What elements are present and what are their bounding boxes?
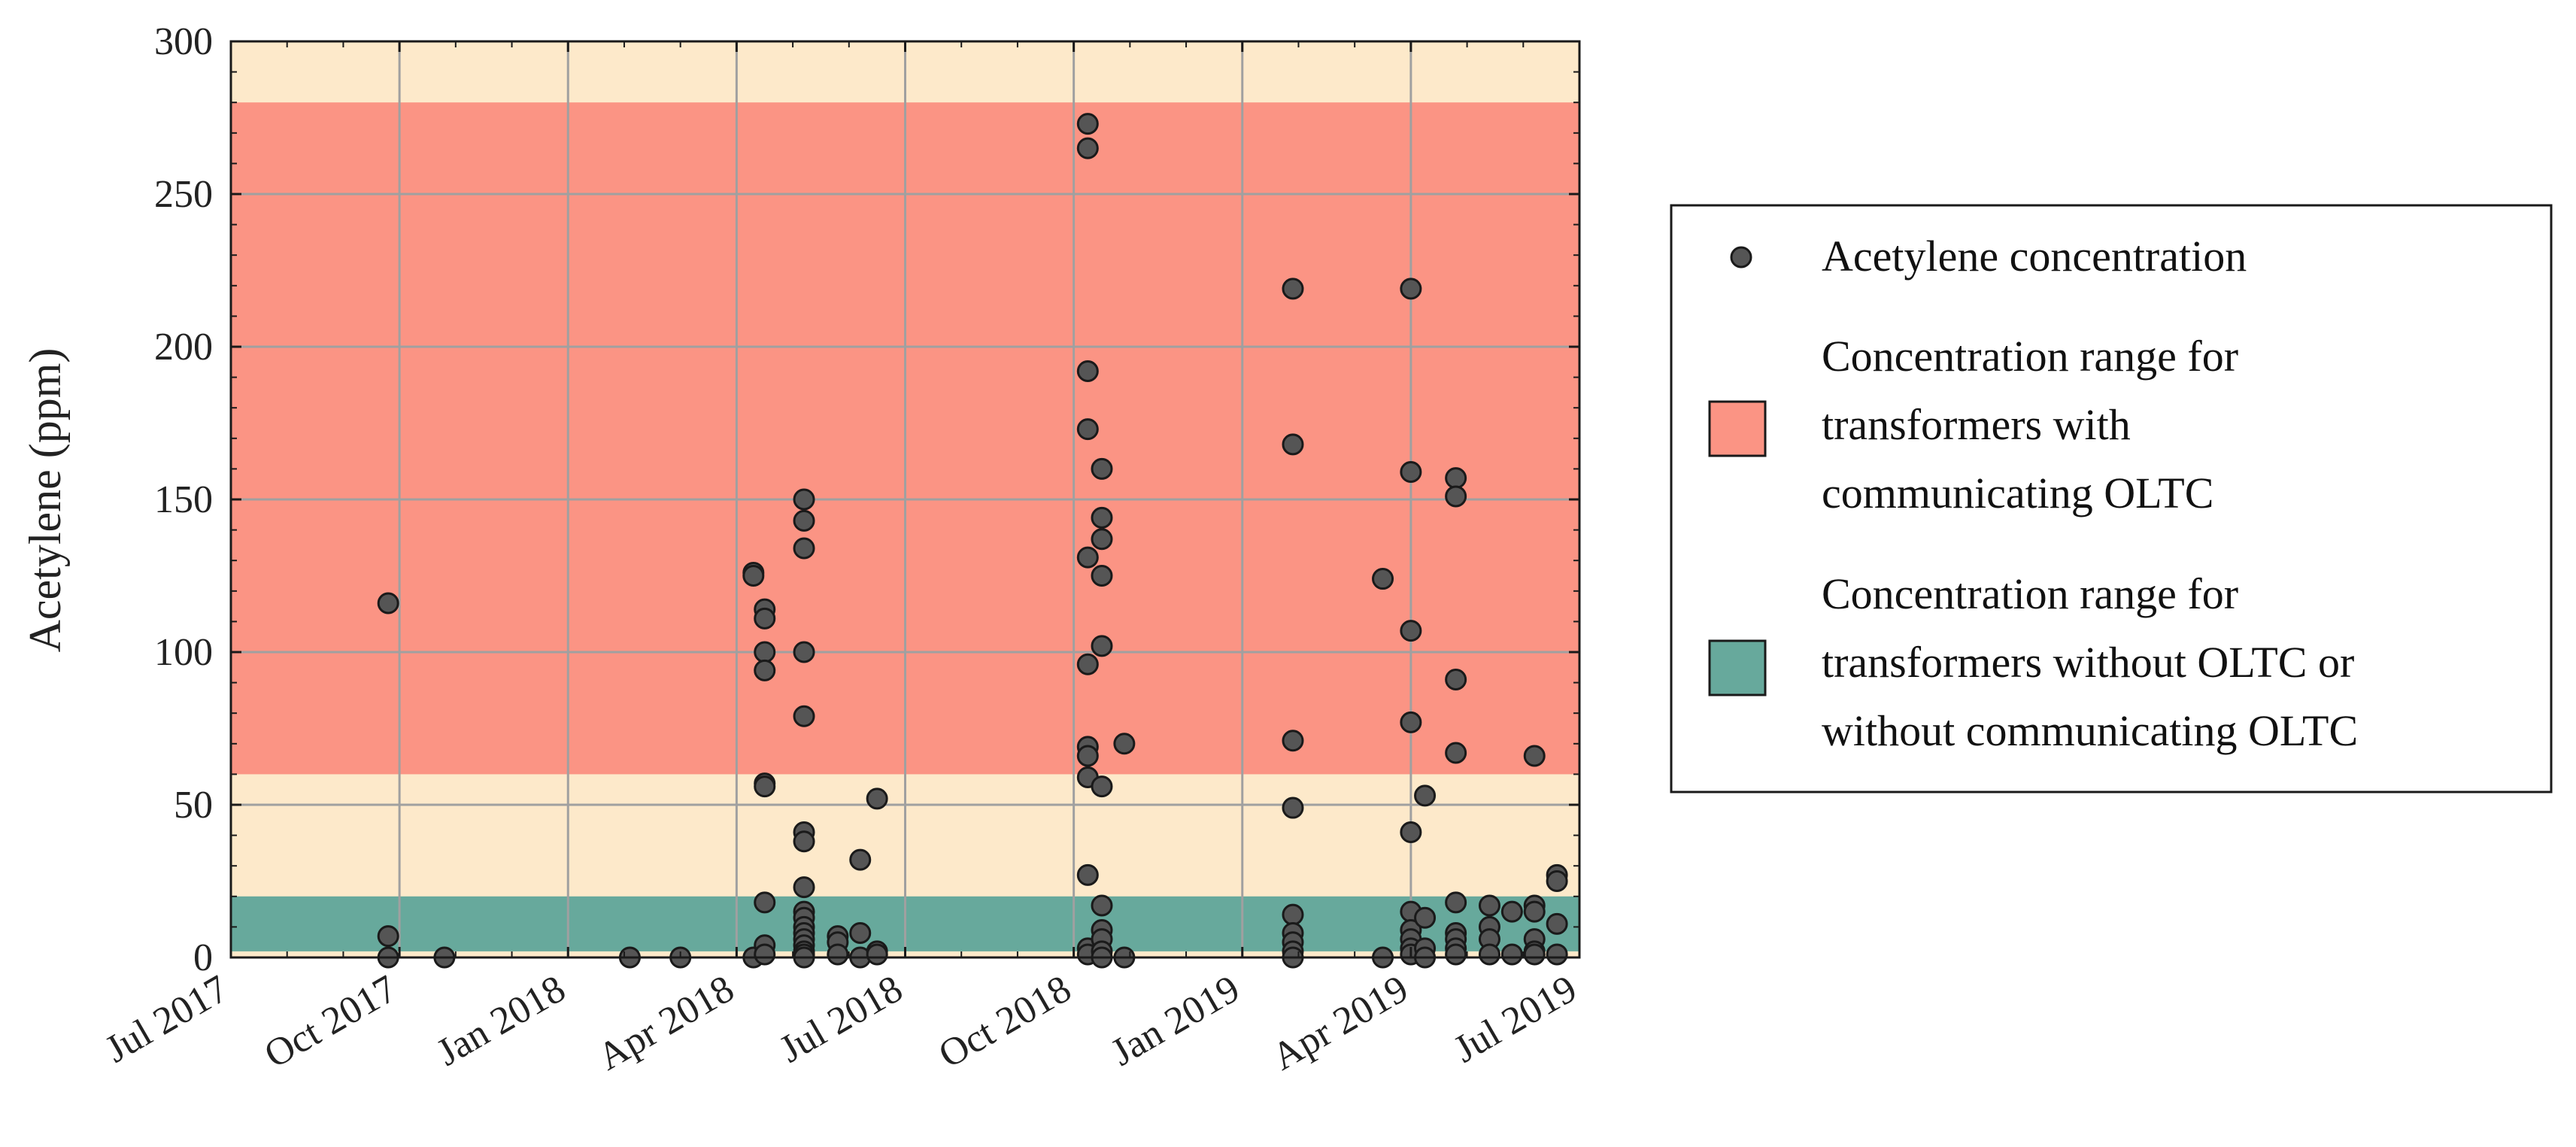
y-tick-label: 100 [154,631,213,674]
data-point [1076,360,1099,382]
data-point [1445,943,1467,966]
data-point [1523,943,1546,966]
data-point [1546,943,1568,966]
data-point [793,705,815,727]
data-point [1076,546,1099,569]
data-point [1076,418,1099,441]
legend-label-with-oltc-line2: transformers with [1822,400,2131,449]
y-tick-label: 50 [174,784,213,827]
legend-marker-acetylene [1730,246,1752,269]
data-point [1091,528,1113,551]
legend-label-acetylene: Acetylene concentration [1822,232,2247,281]
data-point [1478,943,1500,966]
data-point [1445,467,1467,490]
legend-label-without-oltc-line2: transformers without OLTC or [1822,638,2354,687]
data-point [1091,457,1113,480]
data-point [1076,745,1099,767]
data-point [866,787,888,810]
data-point [866,943,888,966]
data-point [1478,894,1500,917]
data-point [754,943,776,966]
data-point [1076,863,1099,886]
data-point [1400,278,1422,300]
x-tick-label: Oct 2018 [932,967,1079,1076]
x-tick-label: Apr 2018 [591,967,742,1079]
data-point [742,565,765,587]
data-point [1445,891,1467,914]
data-point [1282,903,1304,926]
data-point [1400,821,1422,844]
legend-label-without-oltc-line3: without communicating OLTC [1822,706,2358,755]
x-tick-label: Jul 2018 [772,967,909,1071]
legend-label-without-oltc-line1: Concentration range for [1822,569,2238,618]
data-point [1091,506,1113,529]
data-point [1091,635,1113,657]
data-point [1076,653,1099,675]
y-axis-title: Acetylene (ppm) [20,348,70,653]
data-point [1091,894,1113,917]
data-point [754,607,776,630]
legend-swatch-with-oltc [1708,400,1767,457]
y-tick-label: 200 [154,326,213,369]
data-point [754,659,776,681]
data-point [1414,784,1437,807]
data-point [1523,900,1546,923]
x-tick-label: Jan 2019 [1104,967,1247,1075]
data-point [1282,278,1304,300]
data-point [849,848,872,871]
legend-label-with-oltc-line1: Concentration range for [1822,332,2238,381]
legend-label-with-oltc-line3: communicating OLTC [1822,469,2213,517]
data-point [377,925,399,948]
data-point [1400,460,1422,483]
data-point [1445,485,1467,508]
y-tick-label: 0 [193,936,213,979]
data-point [377,592,399,614]
data-point [1546,912,1568,935]
legend-swatch-without-oltc [1708,639,1767,696]
plot-area [229,40,1581,969]
data-point [793,537,815,560]
x-tick-label: Apr 2019 [1265,967,1415,1079]
y-tick-label: 150 [154,478,213,521]
data-point [1400,711,1422,733]
data-point [793,509,815,532]
data-point [1500,900,1523,923]
data-point [1076,137,1099,159]
data-point [754,891,776,914]
data-point [1445,669,1467,691]
data-point [849,922,872,945]
data-point [793,876,815,899]
x-tick-label: Jul 2017 [99,967,235,1071]
data-point [1500,943,1523,966]
data-point [1113,733,1136,755]
y-tick-label: 250 [154,173,213,216]
data-point [1523,745,1546,767]
legend: Acetylene concentration Concentration ra… [1670,204,2553,793]
x-tick-label: Jul 2019 [1447,967,1584,1071]
data-point [1091,565,1113,587]
data-point [1445,742,1467,764]
data-point [793,641,815,663]
data-point [1282,433,1304,456]
legend-frame [1670,204,2553,793]
y-tick-label: 300 [154,20,213,63]
data-point [1414,906,1437,929]
data-point [1546,870,1568,892]
data-point [754,775,776,798]
data-point [827,943,849,966]
data-point [1282,797,1304,819]
x-tick-label: Oct 2017 [257,967,404,1076]
data-point [1282,730,1304,752]
data-point [1400,620,1422,642]
data-point [1372,568,1394,590]
data-point [1076,113,1099,135]
data-point [1091,775,1113,798]
data-point [793,488,815,511]
x-tick-label: Jan 2018 [429,967,572,1075]
data-point [793,830,815,853]
data-point [754,641,776,663]
